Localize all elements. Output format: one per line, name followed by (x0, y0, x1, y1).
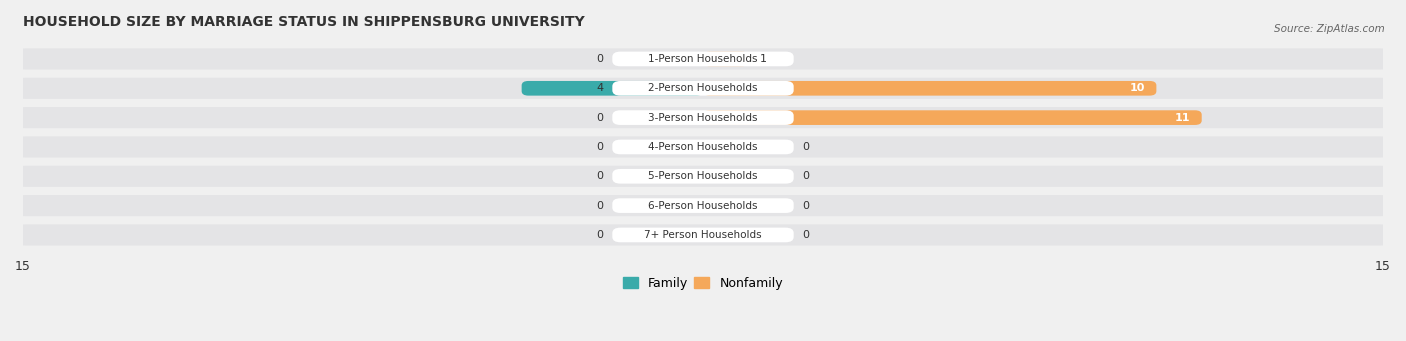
Text: 0: 0 (596, 54, 603, 64)
FancyBboxPatch shape (613, 81, 793, 95)
Text: 7+ Person Households: 7+ Person Households (644, 230, 762, 240)
Text: 1: 1 (759, 54, 766, 64)
Text: HOUSEHOLD SIZE BY MARRIAGE STATUS IN SHIPPENSBURG UNIVERSITY: HOUSEHOLD SIZE BY MARRIAGE STATUS IN SHI… (22, 15, 585, 29)
FancyBboxPatch shape (613, 139, 793, 154)
Text: 2-Person Households: 2-Person Households (648, 83, 758, 93)
Text: 4: 4 (596, 83, 603, 93)
Text: 10: 10 (1129, 83, 1144, 93)
FancyBboxPatch shape (10, 107, 1396, 128)
FancyBboxPatch shape (522, 81, 703, 95)
Text: 6-Person Households: 6-Person Households (648, 201, 758, 211)
Legend: Family, Nonfamily: Family, Nonfamily (619, 272, 787, 295)
FancyBboxPatch shape (703, 81, 1156, 95)
Text: 0: 0 (803, 201, 810, 211)
FancyBboxPatch shape (613, 198, 793, 213)
Text: 11: 11 (1175, 113, 1191, 123)
FancyBboxPatch shape (703, 110, 1202, 125)
Text: 0: 0 (803, 171, 810, 181)
FancyBboxPatch shape (10, 136, 1396, 158)
Text: 1-Person Households: 1-Person Households (648, 54, 758, 64)
FancyBboxPatch shape (10, 224, 1396, 246)
FancyBboxPatch shape (613, 169, 793, 183)
FancyBboxPatch shape (10, 48, 1396, 70)
FancyBboxPatch shape (10, 195, 1396, 216)
FancyBboxPatch shape (10, 166, 1396, 187)
Text: 0: 0 (596, 230, 603, 240)
Text: 0: 0 (596, 113, 603, 123)
Text: Source: ZipAtlas.com: Source: ZipAtlas.com (1274, 24, 1385, 34)
Text: 0: 0 (803, 230, 810, 240)
Text: 5-Person Households: 5-Person Households (648, 171, 758, 181)
FancyBboxPatch shape (613, 51, 793, 66)
Text: 0: 0 (596, 171, 603, 181)
FancyBboxPatch shape (10, 78, 1396, 99)
FancyBboxPatch shape (613, 228, 793, 242)
Text: 3-Person Households: 3-Person Households (648, 113, 758, 123)
Text: 0: 0 (803, 142, 810, 152)
FancyBboxPatch shape (703, 51, 748, 66)
Text: 4-Person Households: 4-Person Households (648, 142, 758, 152)
FancyBboxPatch shape (613, 110, 793, 125)
Text: 0: 0 (596, 201, 603, 211)
Text: 0: 0 (596, 142, 603, 152)
